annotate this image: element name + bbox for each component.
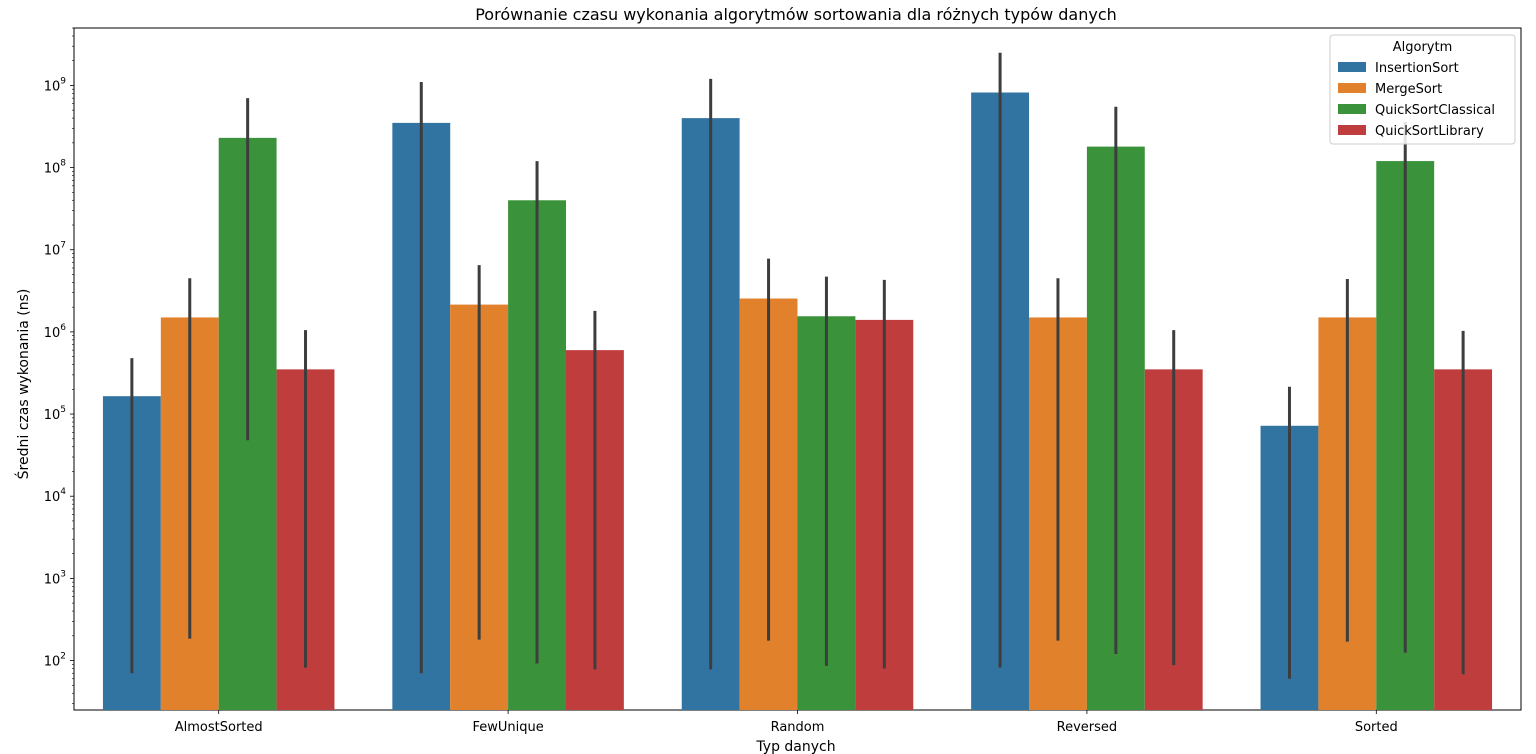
legend-frame [1329,34,1516,145]
legend: Algorytm InsertionSort MergeSort QuickSortC… [1329,34,1516,145]
chart-title: Porównanie czasu wykonania algorytmów so… [475,5,1117,24]
y-tick-label: 108 [44,159,67,177]
x-tick-label: Reversed [1057,720,1118,735]
y-tick-label: 103 [44,569,66,587]
y-tick-label: 109 [44,76,67,94]
legend-swatch [1338,104,1366,114]
x-tick-label: Sorted [1355,720,1398,735]
y-axis-label: Średni czas wykonania (ns) [14,289,32,480]
legend-label: QuickSortClassical [1375,103,1495,118]
plot-area: 102 103 104 105 106 107 108 109 AlmostSorted FewU… [44,27,1522,735]
y-tick-label: 104 [44,487,67,505]
y-tick-label: 107 [44,241,66,259]
legend-title: Algorytm [1393,40,1453,55]
x-tick-label: AlmostSorted [175,720,263,735]
x-axis-label: Typ danych [755,739,835,754]
legend-label: QuickSortLibrary [1375,124,1484,139]
y-tick-label: 106 [44,323,67,341]
legend-label: InsertionSort [1375,61,1459,76]
y-tick-label: 102 [44,652,66,670]
legend-swatch [1338,125,1366,135]
y-tick-label: 105 [44,405,66,423]
legend-swatch [1338,62,1366,72]
x-tick-label: Random [771,720,825,735]
legend-swatch [1338,83,1366,93]
x-tick-label: FewUnique [472,720,543,735]
legend-label: MergeSort [1375,82,1442,97]
